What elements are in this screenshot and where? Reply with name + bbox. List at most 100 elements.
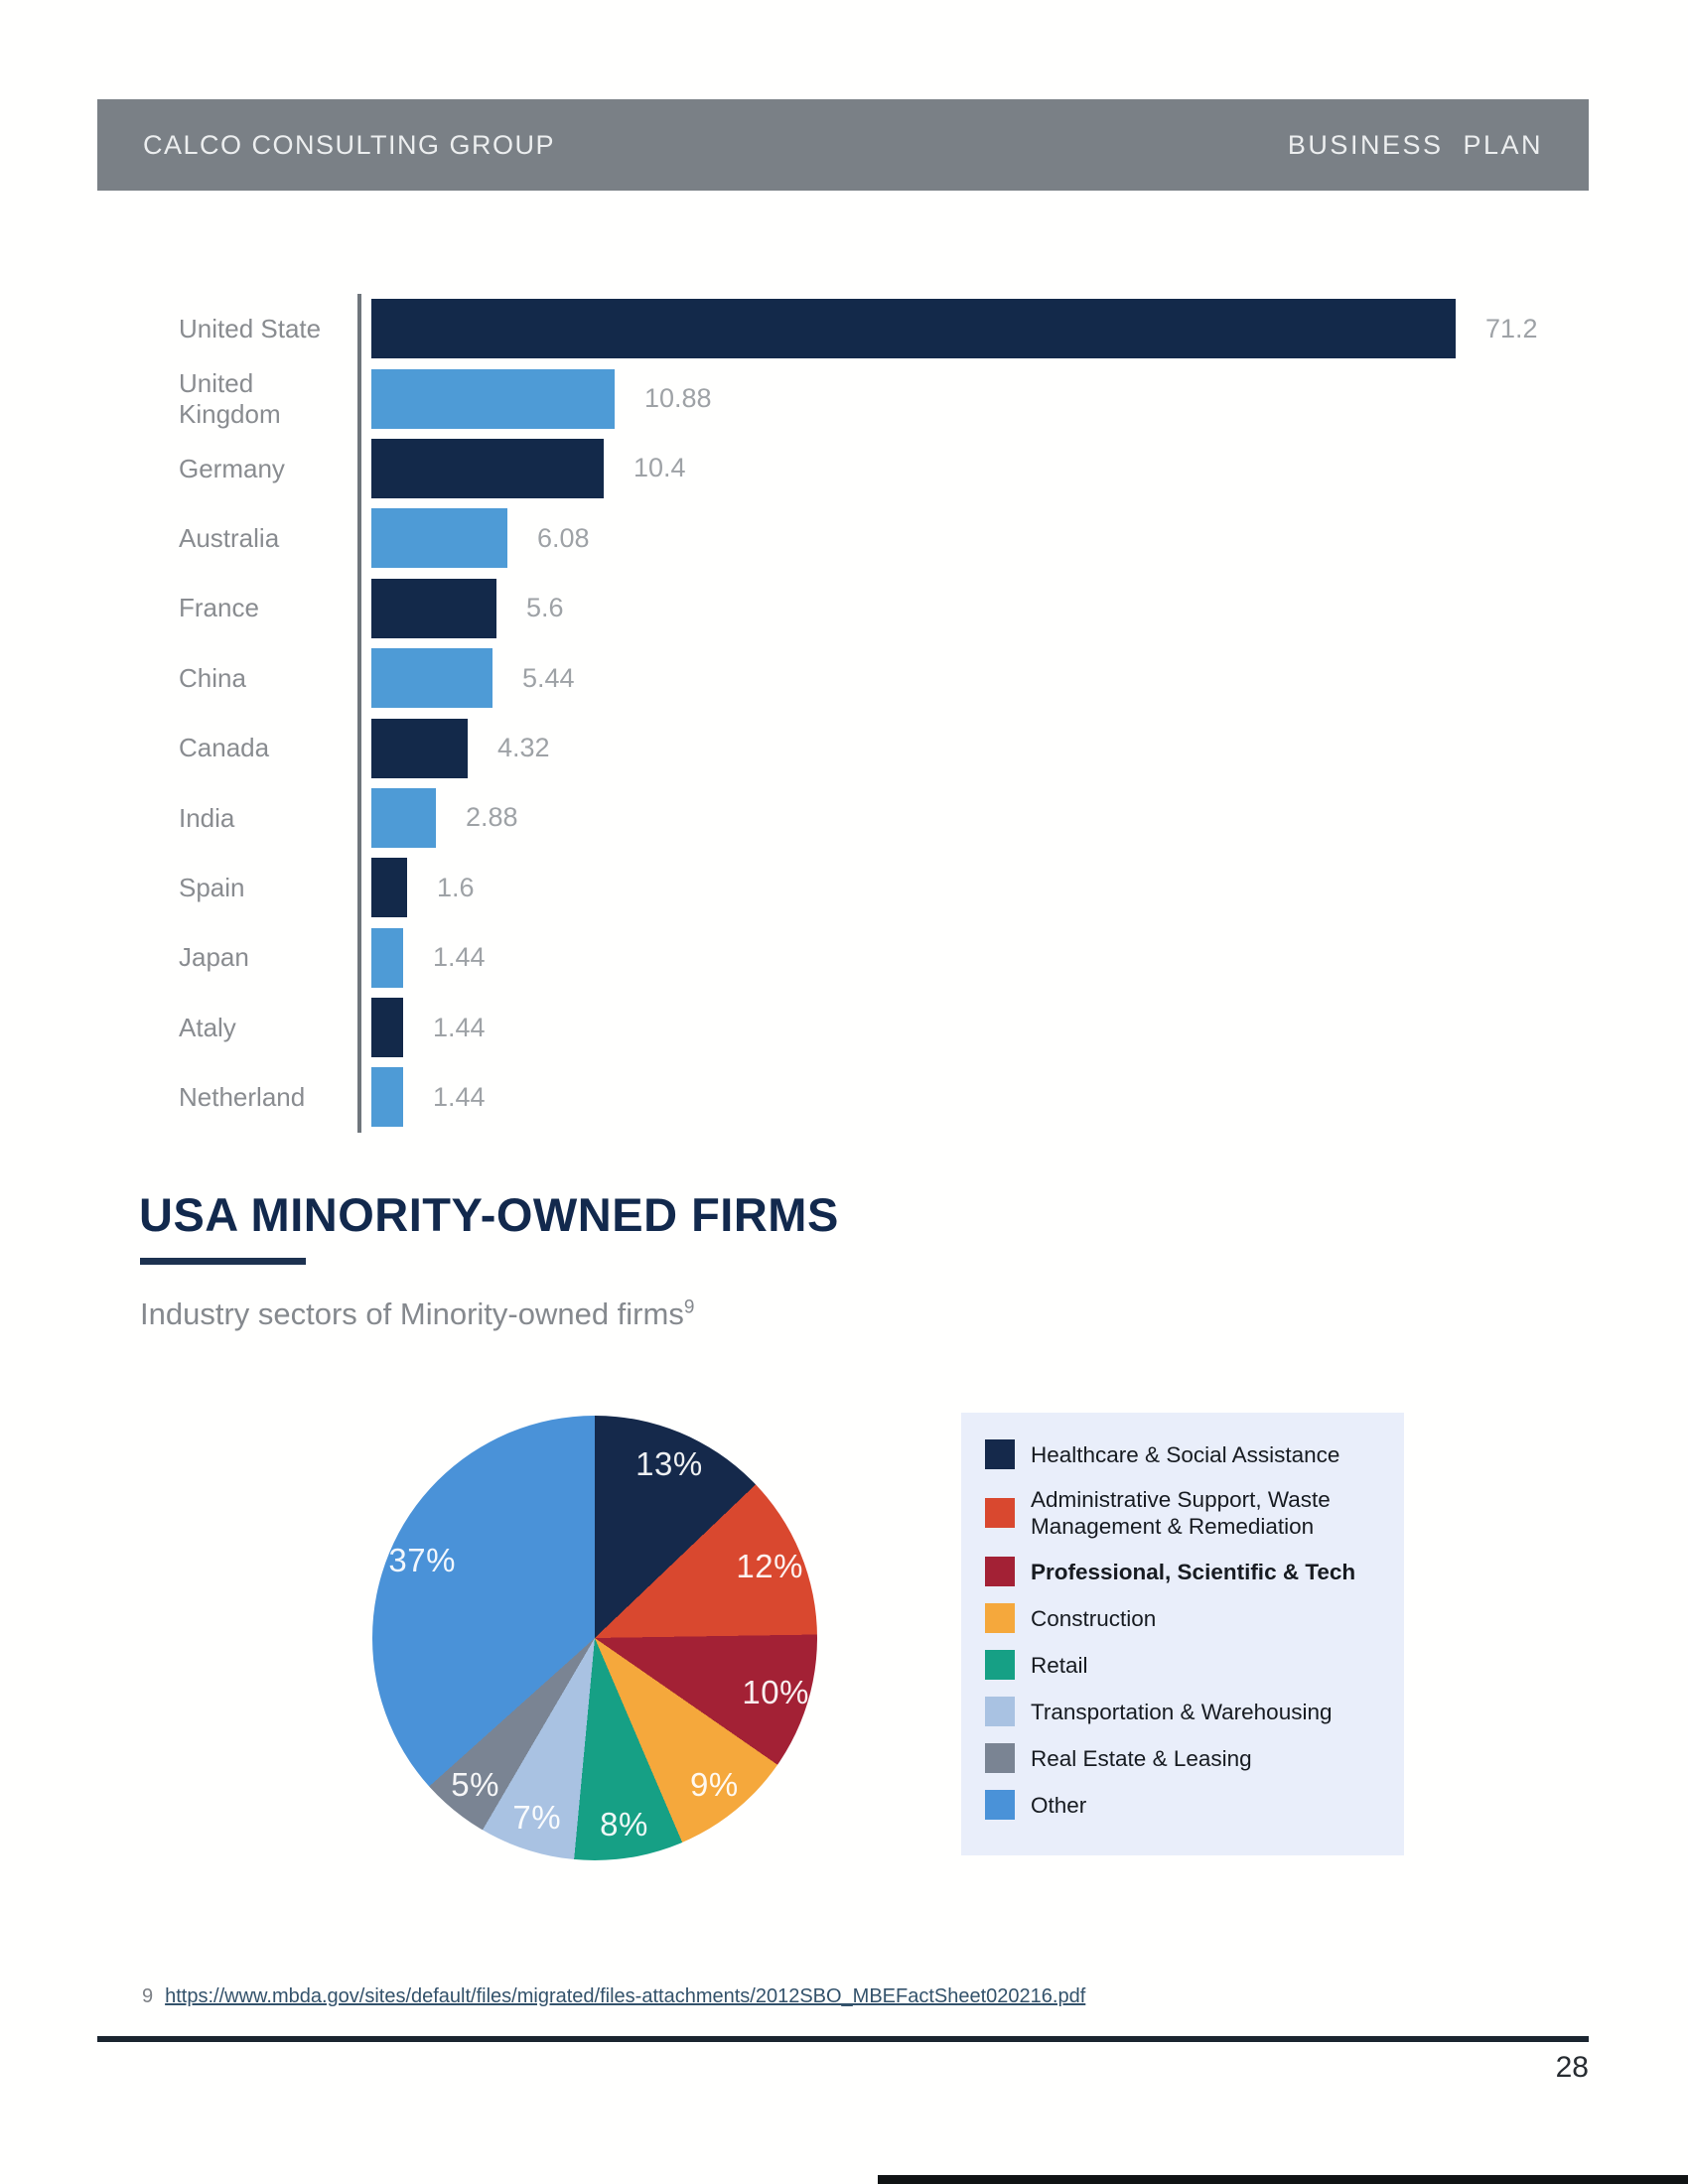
bar-category-label: India bbox=[179, 802, 235, 833]
header-bar: CALCO CONSULTING GROUP BUSINESS PLAN bbox=[97, 99, 1589, 191]
bar-value-label: 1.44 bbox=[433, 942, 486, 973]
bar-track: 5.44 bbox=[357, 642, 1592, 714]
bar bbox=[371, 1067, 403, 1128]
section-title: USA MINORITY-OWNED FIRMS bbox=[139, 1188, 839, 1241]
footnote-reference-mark: 9 bbox=[683, 1297, 695, 1318]
footnote-number: 9 bbox=[142, 1985, 154, 2007]
bar-row: Ataly 1.44 bbox=[142, 992, 1592, 1063]
header-company-name: CALCO CONSULTING GROUP bbox=[143, 129, 556, 160]
bar-row: Canada 4.32 bbox=[142, 713, 1592, 783]
bar-value-label: 10.88 bbox=[644, 383, 712, 414]
bar bbox=[371, 998, 403, 1058]
bar-category-label: Japan bbox=[179, 942, 249, 973]
legend-color-swatch bbox=[985, 1498, 1015, 1528]
pie-slice-label: 13% bbox=[635, 1444, 703, 1482]
legend-color-swatch bbox=[985, 1790, 1015, 1820]
bar bbox=[371, 299, 1456, 359]
bar-row: Spain 1.6 bbox=[142, 853, 1592, 923]
bar bbox=[371, 368, 615, 429]
country-bar-chart: United State 71.2 United Kingdom 10.88 Germa… bbox=[142, 294, 1592, 1133]
bar-value-label: 2.88 bbox=[466, 802, 518, 833]
legend-item: Administrative Support, Waste Management… bbox=[985, 1486, 1380, 1540]
footnote: 9 https://www.mbda.gov/sites/default/file… bbox=[142, 1985, 1085, 2008]
bar bbox=[371, 927, 403, 988]
bar-category-label: France bbox=[179, 593, 259, 623]
legend-label: Real Estate & Leasing bbox=[1031, 1745, 1252, 1771]
bar-category-label: Australia bbox=[179, 523, 280, 554]
bar-category-label: Germany bbox=[179, 453, 285, 483]
bar-row: Netherland 1.44 bbox=[142, 1062, 1592, 1133]
bar-value-label: 6.08 bbox=[537, 522, 590, 553]
bar-value-label: 4.32 bbox=[497, 733, 550, 763]
bar-track: 10.4 bbox=[357, 433, 1592, 504]
bar bbox=[371, 787, 436, 848]
bar-category-label: Spain bbox=[179, 872, 245, 902]
pie-slice-label: 12% bbox=[736, 1547, 803, 1584]
pie-chart-caption: Industry sectors of Minority-owned firms… bbox=[140, 1297, 694, 1332]
bar-value-label: 10.4 bbox=[633, 453, 686, 483]
footer-rule bbox=[97, 2036, 1589, 2042]
pie-slice-label: 37% bbox=[388, 1542, 456, 1579]
legend-color-swatch bbox=[985, 1650, 1015, 1680]
bar-row: United State 71.2 bbox=[142, 294, 1592, 364]
title-underline bbox=[140, 1258, 306, 1265]
bar-value-label: 1.44 bbox=[433, 1081, 486, 1112]
bar-track: 2.88 bbox=[357, 782, 1592, 854]
page-number: 28 bbox=[1555, 2051, 1589, 2084]
legend-label: Healthcare & Social Assistance bbox=[1031, 1441, 1340, 1467]
legend-item: Healthcare & Social Assistance bbox=[985, 1439, 1380, 1469]
bar-value-label: 1.44 bbox=[433, 1012, 486, 1042]
legend-label: Transportation & Warehousing bbox=[1031, 1699, 1333, 1724]
legend-color-swatch bbox=[985, 1697, 1015, 1726]
bar-row: Japan 1.44 bbox=[142, 922, 1592, 993]
bottom-edge-strip bbox=[878, 2175, 1688, 2184]
bar bbox=[371, 858, 407, 918]
legend-item: Other bbox=[985, 1790, 1380, 1820]
bar-category-label: China bbox=[179, 662, 246, 693]
legend-item: Retail bbox=[985, 1650, 1380, 1680]
bar-category-label: United State bbox=[179, 313, 322, 343]
pie-slice-label: 10% bbox=[742, 1674, 809, 1711]
bar-category-label: Ataly bbox=[179, 1012, 236, 1042]
bar-track: 6.08 bbox=[357, 503, 1592, 574]
bar-track: 1.44 bbox=[357, 992, 1592, 1063]
bar-value-label: 71.2 bbox=[1485, 313, 1538, 343]
bar-row: France 5.6 bbox=[142, 573, 1592, 643]
bar-row: United Kingdom 10.88 bbox=[142, 363, 1592, 434]
bar-category-label: Netherland bbox=[179, 1082, 306, 1113]
bar-track: 71.2 bbox=[357, 294, 1592, 364]
bar-row: China 5.44 bbox=[142, 642, 1592, 714]
footnote-link[interactable]: https://www.mbda.gov/sites/default/files… bbox=[165, 1985, 1086, 2007]
bar bbox=[371, 438, 604, 498]
bar bbox=[371, 508, 507, 569]
legend-color-swatch bbox=[985, 1439, 1015, 1469]
bar bbox=[371, 578, 496, 638]
pie-slice-label: 8% bbox=[600, 1806, 648, 1843]
bar-track: 1.44 bbox=[357, 1062, 1592, 1133]
bar-category-label: United Kingdom bbox=[179, 367, 281, 429]
legend-color-swatch bbox=[985, 1557, 1015, 1586]
pie-slice-label: 5% bbox=[451, 1765, 499, 1803]
legend-item: Real Estate & Leasing bbox=[985, 1743, 1380, 1773]
bar-row: Australia 6.08 bbox=[142, 503, 1592, 574]
bar-track: 1.6 bbox=[357, 853, 1592, 923]
legend-label: Retail bbox=[1031, 1652, 1088, 1678]
bar-value-label: 5.44 bbox=[522, 662, 575, 693]
bar-row: India 2.88 bbox=[142, 782, 1592, 854]
legend-label: Construction bbox=[1031, 1605, 1157, 1631]
legend-label: Other bbox=[1031, 1792, 1087, 1818]
industry-pie-chart: 13% 12% 10% 9% 8% 7% 5% 37% bbox=[372, 1416, 817, 1860]
legend-item: Transportation & Warehousing bbox=[985, 1697, 1380, 1726]
legend-label: Professional, Scientific & Tech bbox=[1031, 1559, 1356, 1584]
legend-item: Construction bbox=[985, 1603, 1380, 1633]
legend-color-swatch bbox=[985, 1603, 1015, 1633]
pie-legend: Healthcare & Social Assistance Administra… bbox=[961, 1413, 1404, 1855]
legend-label: Administrative Support, Waste Management… bbox=[1031, 1487, 1331, 1539]
bar-category-label: Canada bbox=[179, 733, 270, 763]
header-doc-type: BUSINESS PLAN bbox=[1287, 129, 1543, 160]
legend-color-swatch bbox=[985, 1743, 1015, 1773]
bar bbox=[371, 648, 492, 709]
bar bbox=[371, 718, 468, 778]
bar-track: 4.32 bbox=[357, 713, 1592, 783]
